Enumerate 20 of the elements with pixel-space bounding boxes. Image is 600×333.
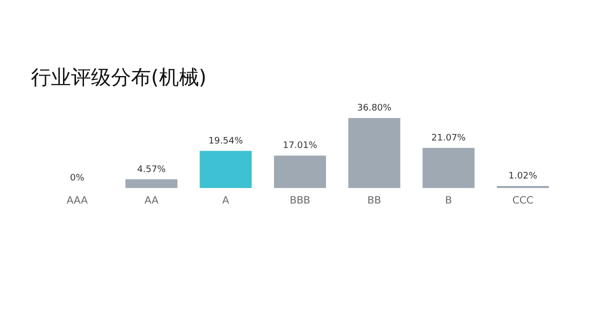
- bar: [200, 150, 252, 188]
- bar: [422, 148, 475, 188]
- bar: [348, 118, 400, 188]
- x-tick-label: BB: [367, 196, 382, 206]
- x-tick-label: B: [445, 196, 452, 206]
- data-label: 21.07%: [431, 133, 466, 144]
- data-label: 1.02%: [508, 172, 538, 182]
- x-tick-label: CCC: [512, 196, 534, 206]
- x-tick-label: AA: [144, 196, 159, 206]
- data-label: 19.54%: [208, 136, 244, 146]
- chart-title: 行业评级分布(机械): [31, 65, 207, 89]
- data-label: 36.80%: [357, 104, 392, 114]
- bar: [274, 156, 326, 188]
- x-tick-label: A: [222, 196, 230, 206]
- data-label: 0%: [70, 174, 85, 184]
- data-label: 17.01%: [282, 141, 318, 152]
- x-tick-label: BBB: [290, 196, 310, 206]
- data-label: 4.57%: [137, 164, 166, 175]
- bar: [125, 179, 178, 188]
- x-tick-label: AAA: [66, 196, 88, 206]
